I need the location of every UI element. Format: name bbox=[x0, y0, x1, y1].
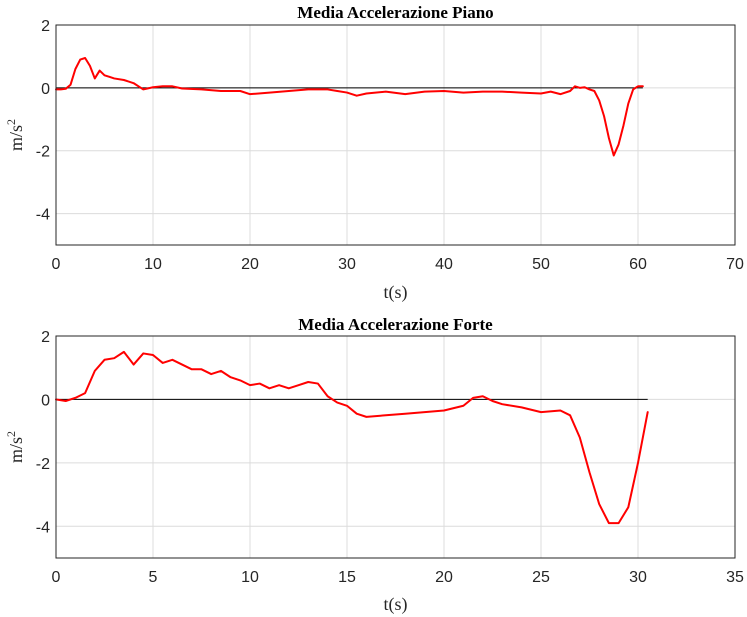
x-tick-label: 30 bbox=[338, 256, 356, 273]
x-tick-label: 20 bbox=[435, 569, 453, 586]
x-tick-labels: 0 10 20 30 40 50 60 70 bbox=[52, 256, 744, 273]
x-tick-label: 5 bbox=[149, 569, 158, 586]
y-tick-labels: -4 -2 0 2 bbox=[36, 18, 50, 224]
series-line-forte bbox=[55, 350, 649, 525]
x-tick-labels: 0 5 10 15 20 25 30 35 bbox=[52, 569, 744, 586]
y-tick-label: 2 bbox=[41, 329, 50, 346]
y-tick-label: 0 bbox=[41, 81, 50, 98]
x-tick-label: 70 bbox=[726, 256, 744, 273]
y-axis-label: m/s2 bbox=[4, 119, 26, 151]
x-tick-label: 60 bbox=[629, 256, 647, 273]
axes-frame bbox=[55, 24, 736, 246]
grid-lines bbox=[56, 24, 735, 245]
chart-panel-forte: 0 5 10 15 20 25 30 35 -4 -2 0 2 Media Accelerazion… bbox=[4, 315, 744, 615]
y-axis-label-unit: m/s bbox=[6, 125, 26, 151]
y-tick-label: -4 bbox=[36, 519, 50, 536]
axes-frame bbox=[55, 335, 736, 559]
y-tick-label: 2 bbox=[41, 18, 50, 35]
x-tick-label: 30 bbox=[629, 569, 647, 586]
y-axis-label-exponent: 2 bbox=[4, 431, 18, 437]
y-tick-label: -4 bbox=[36, 207, 50, 224]
chart-panel-piano: 0 10 20 30 40 50 60 70 -4 -2 0 2 Media Accelerazio… bbox=[4, 3, 744, 303]
x-tick-label: 35 bbox=[726, 569, 744, 586]
x-tick-label: 15 bbox=[338, 569, 356, 586]
x-tick-label: 0 bbox=[52, 256, 61, 273]
y-axis-label-unit: m/s bbox=[6, 437, 26, 463]
x-tick-label: 10 bbox=[241, 569, 259, 586]
x-tick-label: 10 bbox=[144, 256, 162, 273]
y-axis-label: m/s2 bbox=[4, 431, 26, 463]
chart-title: Media Accelerazione Forte bbox=[298, 315, 493, 334]
x-tick-label: 0 bbox=[52, 569, 61, 586]
y-tick-label: -2 bbox=[36, 144, 50, 161]
grid-lines bbox=[56, 335, 735, 558]
y-tick-label: -2 bbox=[36, 456, 50, 473]
x-tick-label: 50 bbox=[532, 256, 550, 273]
chart-title: Media Accelerazione Piano bbox=[297, 3, 493, 22]
y-axis-label-exponent: 2 bbox=[4, 119, 18, 125]
x-axis-label: t(s) bbox=[384, 282, 408, 303]
x-tick-label: 20 bbox=[241, 256, 259, 273]
y-tick-labels: -4 -2 0 2 bbox=[36, 329, 50, 536]
x-axis-label: t(s) bbox=[384, 594, 408, 615]
series-line-piano bbox=[55, 57, 644, 157]
x-tick-label: 25 bbox=[532, 569, 550, 586]
x-tick-label: 40 bbox=[435, 256, 453, 273]
y-tick-label: 0 bbox=[41, 392, 50, 409]
